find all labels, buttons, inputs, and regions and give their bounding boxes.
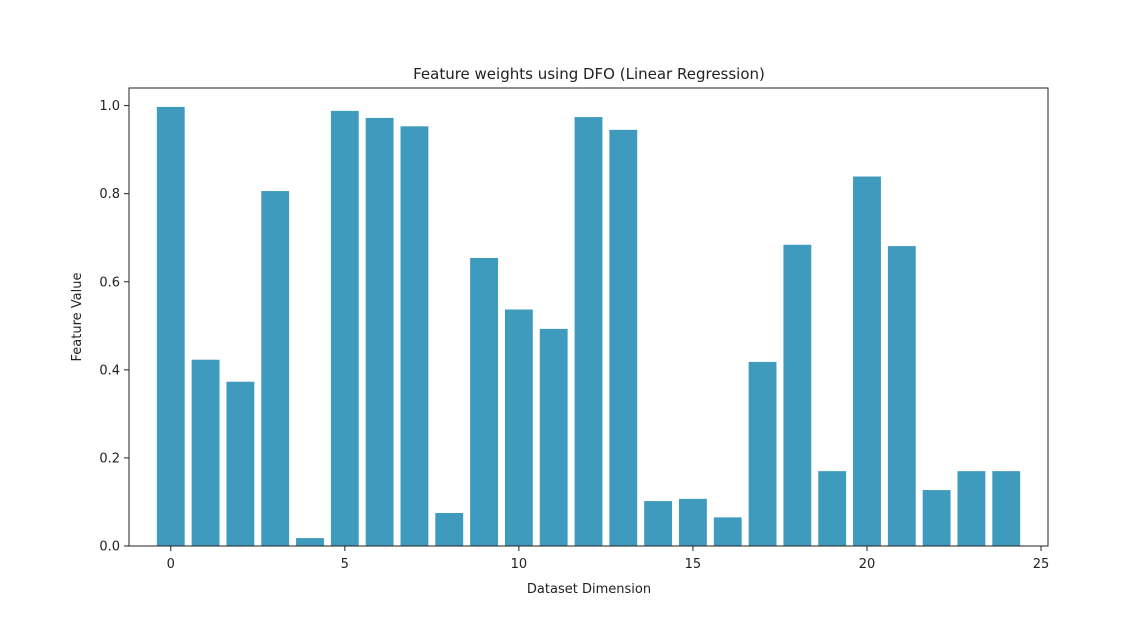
bar [644,501,673,546]
bar [470,257,498,546]
y-tick-label: 0.2 [99,451,120,466]
bar [330,110,359,547]
bar [574,117,603,547]
bar [435,512,464,546]
x-axis-label: Dataset Dimension [527,582,651,597]
bar [818,471,847,546]
plot-area-frame [128,87,1049,547]
bar [504,309,533,546]
bar [191,359,220,546]
bar [226,381,255,546]
y-tick-label: 0.4 [99,363,120,378]
bar [679,498,707,546]
bar [922,490,951,546]
y-tick-label: 0.0 [99,540,120,555]
y-tick-label: 1.0 [99,99,120,114]
bar [783,244,812,546]
y-tick-label: 0.8 [99,187,120,202]
x-tick-label: 20 [859,557,876,572]
bar [713,517,742,546]
bar [748,361,777,546]
y-tick-label: 0.6 [99,275,120,290]
bars-group [156,106,1021,547]
bar [539,328,568,546]
bar [296,538,324,546]
x-tick-label: 0 [167,557,175,572]
x-tick-label: 5 [341,557,349,572]
x-tick-label: 15 [685,557,702,572]
bar [992,471,1021,546]
bar [156,106,185,547]
bar [365,117,394,546]
bar [609,129,638,546]
bar [853,176,881,546]
x-axis: 0 5 10 15 20 25 [167,546,1050,572]
bar [400,126,429,546]
bar [957,471,986,546]
bar [261,191,290,547]
x-tick-label: 25 [1033,557,1050,572]
y-axis: 0.0 0.2 0.4 0.6 0.8 1.0 [99,99,129,555]
chart-title: Feature weights using DFO (Linear Regres… [413,65,765,83]
bar [887,246,916,546]
x-tick-label: 10 [511,557,528,572]
y-axis-label: Feature Value [70,273,85,362]
